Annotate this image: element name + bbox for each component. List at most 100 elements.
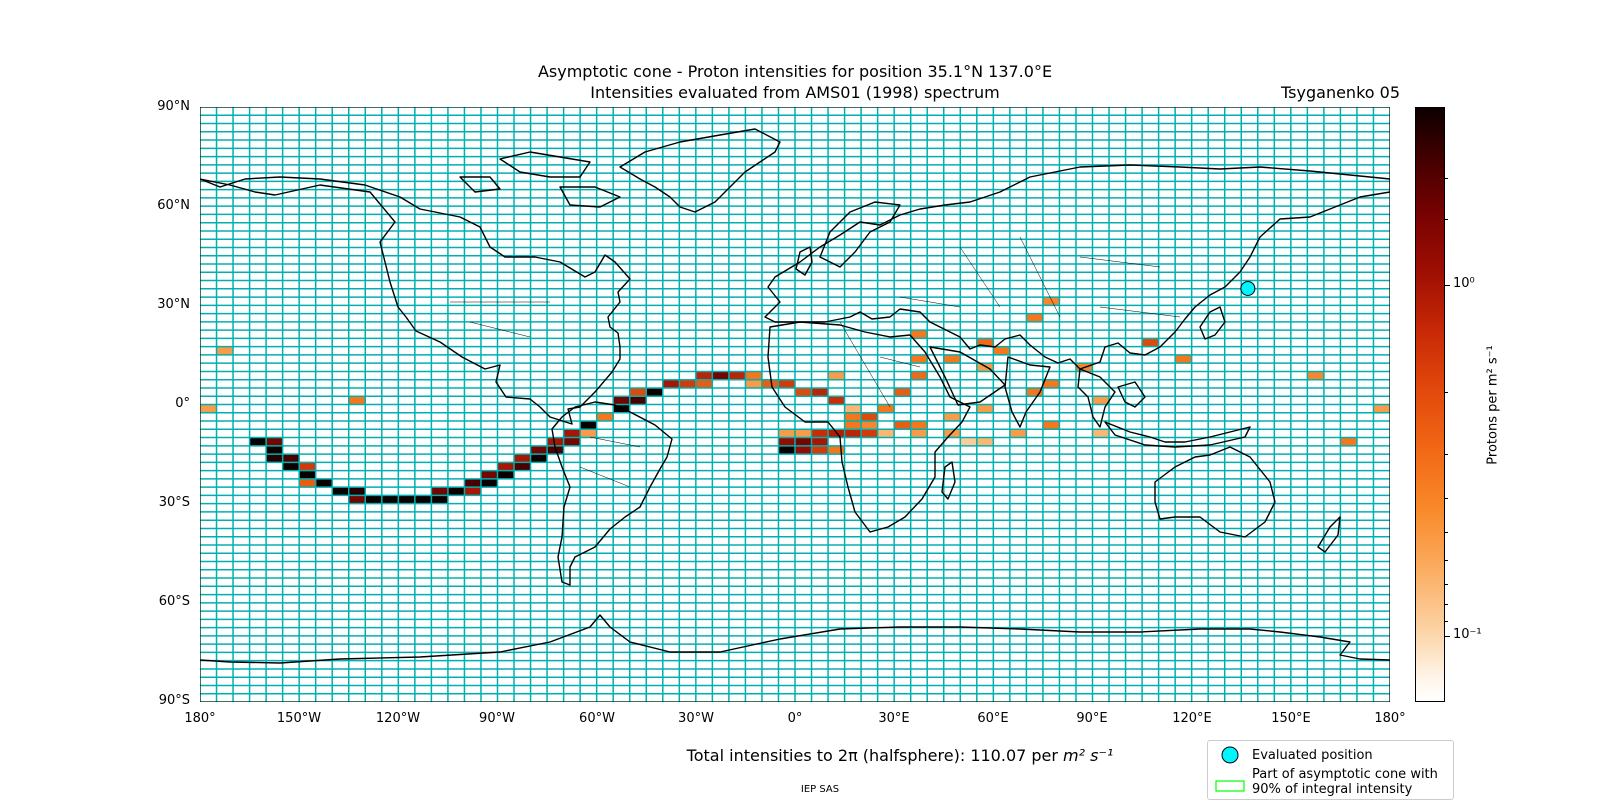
intensity-cell bbox=[497, 470, 515, 479]
legend-cone-line2: 90% of integral intensity bbox=[1252, 782, 1413, 797]
intensity-cell bbox=[695, 379, 713, 388]
colorbar-tick-minor bbox=[1445, 532, 1448, 533]
intensity-cell bbox=[563, 429, 581, 438]
intensity-cell bbox=[778, 429, 795, 438]
intensity-cell bbox=[976, 338, 994, 347]
intensity-cell bbox=[844, 412, 862, 422]
intensity-cell bbox=[1009, 429, 1027, 438]
lon-label-120e: 120°E bbox=[1172, 711, 1212, 726]
intensity-cell bbox=[795, 387, 812, 397]
intensity-cell bbox=[861, 421, 878, 430]
lon-label-120w: 120°W bbox=[375, 711, 421, 726]
coast-north-america bbox=[200, 176, 631, 425]
lat-label-60s: 60°S bbox=[158, 594, 190, 609]
intensity-cell bbox=[811, 387, 829, 397]
intensity-cell bbox=[480, 478, 498, 488]
intensity-cell bbox=[861, 412, 878, 422]
intensity-cell bbox=[778, 379, 795, 388]
colorbar-tick-minor bbox=[1445, 621, 1448, 622]
intensity-cell bbox=[728, 371, 746, 380]
intensity-cell bbox=[200, 404, 217, 413]
intensity-cell bbox=[910, 371, 928, 380]
legend: Evaluated position Part of asymptotic co… bbox=[1207, 740, 1454, 800]
intensity-cell bbox=[993, 346, 1010, 355]
total-intensity: Total intensities to 2π (halfsphere): 11… bbox=[500, 746, 1300, 765]
intensity-cell bbox=[514, 454, 531, 463]
intensity-cell bbox=[348, 487, 366, 496]
intensity-cell bbox=[646, 387, 663, 397]
intensity-cell bbox=[976, 363, 994, 372]
intensity-cell bbox=[514, 462, 531, 471]
intensity-cell bbox=[547, 437, 564, 446]
intensity-cell bbox=[398, 495, 415, 504]
intensity-cell bbox=[447, 487, 465, 496]
intensity-cell bbox=[695, 371, 713, 380]
intensity-cell bbox=[348, 495, 366, 504]
intensity-cell bbox=[282, 462, 300, 471]
chart-subtitle: Intensities evaluated from AMS01 (1998) … bbox=[590, 83, 1000, 102]
coast-se-asia bbox=[1077, 368, 1146, 428]
intensity-cell bbox=[795, 429, 812, 438]
coast-arctic-islands bbox=[459, 151, 621, 208]
intensity-cell bbox=[1092, 429, 1110, 438]
intensity-cell bbox=[299, 470, 316, 479]
intensity-cell bbox=[943, 354, 961, 364]
colorbar-tick-major bbox=[1445, 636, 1450, 637]
intensity-cell bbox=[1175, 354, 1192, 364]
coastlines bbox=[200, 128, 1390, 664]
intensity-cell bbox=[778, 445, 795, 455]
credit-label: IEP SAS bbox=[800, 784, 840, 795]
intensity-cell bbox=[811, 445, 829, 455]
intensity-cell bbox=[1042, 297, 1060, 306]
intensity-cell bbox=[299, 478, 316, 488]
colorbar-label-1e0: 10⁰ bbox=[1453, 276, 1475, 291]
coast-india bbox=[1004, 356, 1051, 428]
intensity-cell bbox=[266, 437, 283, 446]
colorbar-tick-minor bbox=[1445, 560, 1448, 561]
coast-japan bbox=[1199, 306, 1226, 340]
coast-africa bbox=[767, 321, 971, 533]
world-map bbox=[200, 107, 1390, 702]
colorbar-label-1e-1: 10⁻¹ bbox=[1453, 627, 1482, 642]
intensity-cell bbox=[613, 396, 630, 405]
intensity-cell bbox=[332, 487, 349, 496]
colorbar-tick-minor bbox=[1445, 219, 1448, 220]
intensity-cell bbox=[1026, 313, 1043, 322]
intensity-cell bbox=[266, 454, 283, 463]
intensity-cell bbox=[960, 437, 977, 446]
intensity-cell bbox=[1340, 437, 1357, 446]
intensity-cell bbox=[1307, 371, 1324, 380]
coast-new-zealand bbox=[1317, 516, 1341, 553]
intensity-cell bbox=[299, 462, 316, 471]
legend-cone-line1: Part of asymptotic cone with bbox=[1252, 767, 1438, 782]
lat-label-90s: 90°S bbox=[158, 693, 190, 708]
colorbar-tick-minor bbox=[1445, 454, 1448, 455]
intensity-cell bbox=[315, 478, 333, 488]
coast-arabia bbox=[929, 346, 1006, 406]
total-intensity-text: Total intensities to 2π (halfsphere): 11… bbox=[686, 746, 1064, 765]
lon-label-180w: 180° bbox=[184, 711, 216, 726]
intensity-cell bbox=[910, 354, 928, 364]
chart-title: Asymptotic cone - Proton intensities for… bbox=[537, 62, 1053, 81]
intensity-cell bbox=[596, 412, 614, 422]
colorbar-tick-minor bbox=[1445, 604, 1448, 605]
intensity-cell bbox=[894, 421, 911, 430]
intensity-cells bbox=[200, 297, 1390, 504]
lon-label-180e: 180° bbox=[1374, 711, 1406, 726]
lon-label-60e: 60°E bbox=[977, 711, 1009, 726]
intensity-cell bbox=[811, 437, 829, 446]
intensity-cell bbox=[844, 421, 862, 430]
intensity-cell bbox=[844, 429, 862, 438]
intensity-cell bbox=[828, 371, 845, 380]
intensity-cell bbox=[877, 429, 895, 438]
intensity-cell bbox=[480, 470, 498, 479]
country-borders bbox=[450, 236, 1181, 488]
intensity-cell bbox=[629, 396, 647, 405]
lon-label-30w: 30°W bbox=[678, 711, 714, 726]
intensity-cell bbox=[745, 379, 762, 388]
intensity-cell bbox=[580, 421, 597, 430]
model-label: Tsyganenko 05 bbox=[1281, 83, 1400, 102]
grid-lines bbox=[200, 107, 1390, 702]
intensity-cell bbox=[464, 487, 481, 496]
intensity-cell bbox=[910, 429, 928, 438]
